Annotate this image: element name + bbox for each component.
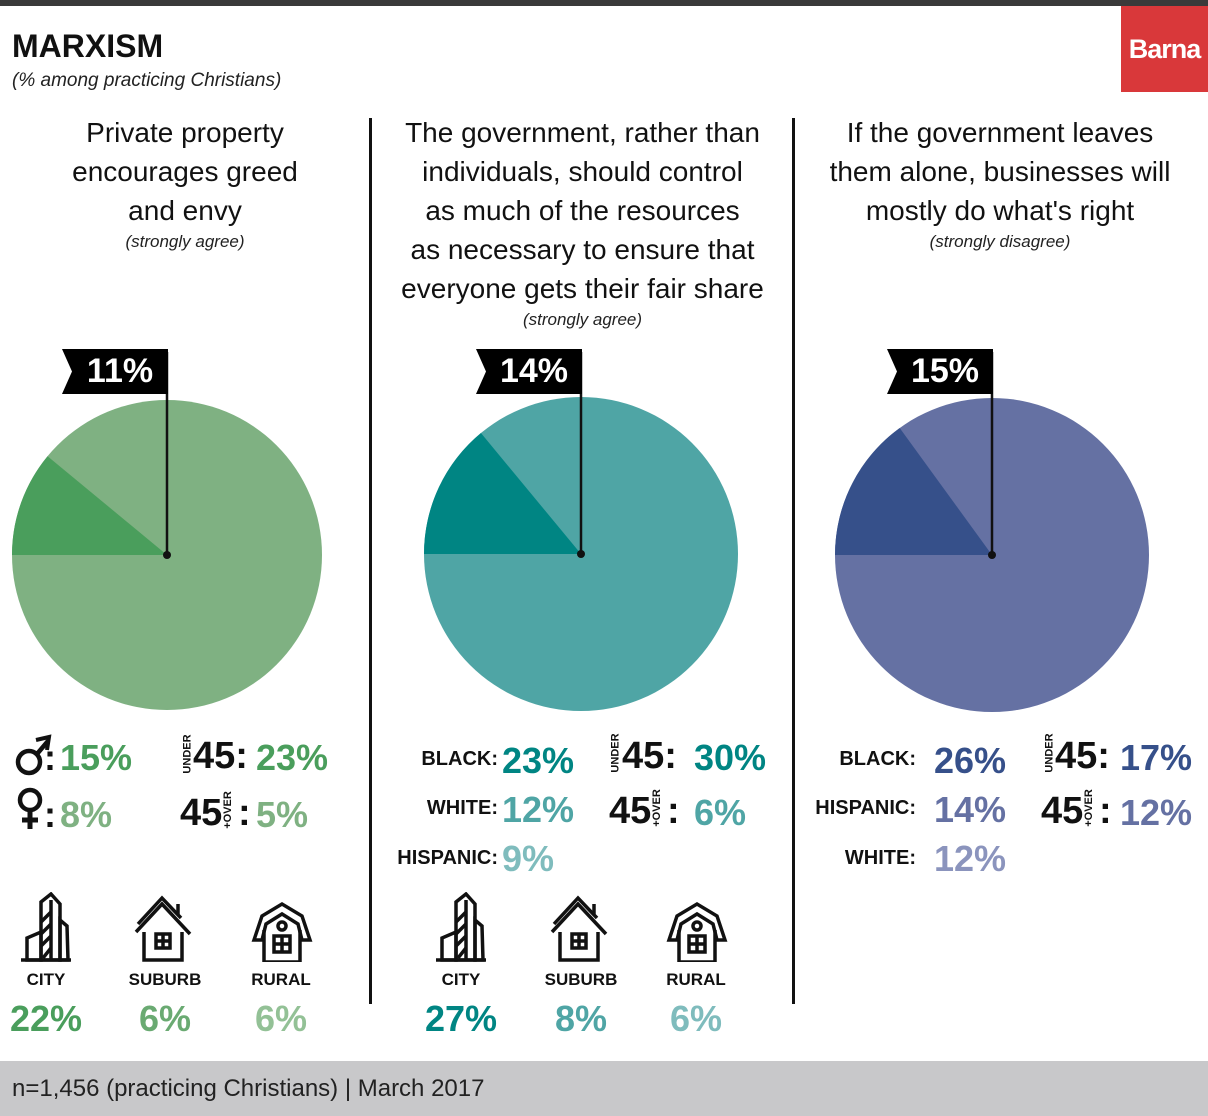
under-label: UNDER — [181, 734, 194, 774]
over-45-colon: : — [238, 792, 251, 834]
column-note: (strongly agree) — [125, 232, 245, 251]
flag-banner — [62, 349, 168, 394]
male-value: 15% — [60, 737, 133, 778]
heading-line: Private property — [86, 117, 284, 148]
male-symbol-icon — [15, 734, 52, 776]
over-45-age: 45 — [1041, 790, 1084, 832]
place-value-suburb: 8% — [554, 998, 608, 1039]
pie-2-flag-value: 14% — [499, 352, 569, 390]
place-label-rural: RURAL — [251, 970, 311, 989]
column-note: (strongly agree) — [522, 310, 643, 329]
top-rule — [0, 0, 1208, 6]
rural-barn-icon — [250, 892, 314, 967]
under-45-age: 45: — [1055, 735, 1110, 777]
rural-barn-icon — [665, 892, 729, 967]
place-label-city: CITY — [26, 970, 66, 989]
heading-line: as necessary to ensure that — [410, 234, 755, 265]
city-building-icon — [430, 891, 490, 967]
race-label-black: BLACK: — [421, 748, 498, 770]
place-value-city: 22% — [9, 998, 83, 1039]
barna-logo: Barna — [1121, 6, 1208, 92]
over-45-age: 45 — [609, 790, 652, 832]
heading-line: If the government leaves — [846, 117, 1154, 148]
city-building-icon — [15, 891, 75, 967]
heading-line: them alone, businesses will — [829, 156, 1171, 187]
race-label-hispanic: HISPANIC: — [815, 797, 916, 819]
over-45-value: 5% — [256, 794, 309, 835]
heading-line: as much of the resources — [425, 195, 740, 226]
column-note: (strongly disagree) — [929, 232, 1071, 251]
pie-slice-highlight — [424, 433, 581, 554]
over-label: +OVER — [221, 791, 234, 829]
pie-slice-highlight — [835, 427, 992, 555]
place-label-rural: RURAL — [666, 970, 726, 989]
female-value: 8% — [60, 794, 113, 835]
pie-center-dot — [988, 551, 996, 559]
female-symbol-icon — [17, 787, 43, 829]
pie-3-flag-value: 15% — [910, 352, 980, 390]
race-label-white: WHITE: — [844, 847, 916, 869]
race-value-black: 23% — [502, 740, 575, 781]
pie-center-dot — [577, 550, 585, 558]
flag-banner — [476, 349, 582, 394]
race-value-white: 12% — [502, 789, 575, 830]
place-value-suburb: 6% — [138, 998, 192, 1039]
column-2-heading: The government, rather than individuals,… — [380, 113, 785, 332]
place-label-suburb: SUBURB — [128, 970, 202, 989]
pie-slice-highlight — [12, 456, 167, 555]
over-label: +OVER — [1082, 789, 1095, 827]
footer-sample-note: n=1,456 (practicing Christians) | March … — [12, 1075, 485, 1102]
place-value-city: 27% — [424, 998, 498, 1039]
heading-line: and envy — [128, 195, 242, 226]
race-value-hispanic: 14% — [934, 789, 1007, 830]
under-label: UNDER — [609, 733, 622, 773]
heading-line: individuals, should control — [422, 156, 743, 187]
race-value-white: 12% — [934, 838, 1007, 879]
under-45-age: 45: — [622, 735, 677, 777]
pie-center-dot — [163, 551, 171, 559]
heading-line: mostly do what's right — [865, 195, 1135, 226]
column-1-heading: Private property encourages greed and en… — [20, 113, 350, 254]
over-45-colon: : — [667, 790, 680, 832]
male-colon: : — [44, 737, 56, 778]
race-value-hispanic: 9% — [502, 838, 555, 879]
suburb-house-icon — [134, 892, 194, 967]
over-45-value: 6% — [694, 792, 747, 833]
race-label-white: WHITE: — [426, 797, 498, 819]
page-subtitle: (% among practicing Christians) — [12, 70, 282, 91]
under-45-value: 30% — [694, 737, 767, 778]
race-label-hispanic: HISPANIC: — [397, 847, 498, 869]
place-label-suburb: SUBURB — [544, 970, 618, 989]
flag-banner — [887, 349, 993, 394]
race-label-black: BLACK: — [839, 748, 916, 770]
footer-bar: n=1,456 (practicing Christians) | March … — [0, 1061, 1208, 1116]
under-45-value: 23% — [256, 737, 329, 778]
over-label: +OVER — [650, 789, 663, 827]
column-divider — [369, 118, 372, 1004]
page-title: MARXISM — [12, 28, 164, 64]
race-value-black: 26% — [934, 740, 1007, 781]
column-3-heading: If the government leaves them alone, bus… — [800, 113, 1200, 254]
place-value-rural: 6% — [669, 998, 723, 1039]
female-colon: : — [44, 794, 56, 835]
over-45-age: 45 — [180, 792, 223, 834]
heading-line: The government, rather than — [405, 117, 760, 148]
under-45-value: 17% — [1120, 737, 1193, 778]
column-divider — [792, 118, 795, 1004]
place-label-city: CITY — [441, 970, 481, 989]
pie-1-flag-value: 11% — [86, 352, 154, 390]
suburb-house-icon — [550, 892, 610, 967]
under-45-age: 45: — [193, 735, 248, 777]
over-45-value: 12% — [1120, 792, 1193, 833]
place-value-rural: 6% — [254, 998, 308, 1039]
under-label: UNDER — [1043, 733, 1056, 773]
heading-line: everyone gets their fair share — [401, 273, 764, 304]
heading-line: encourages greed — [72, 156, 298, 187]
over-45-colon: : — [1099, 790, 1112, 832]
